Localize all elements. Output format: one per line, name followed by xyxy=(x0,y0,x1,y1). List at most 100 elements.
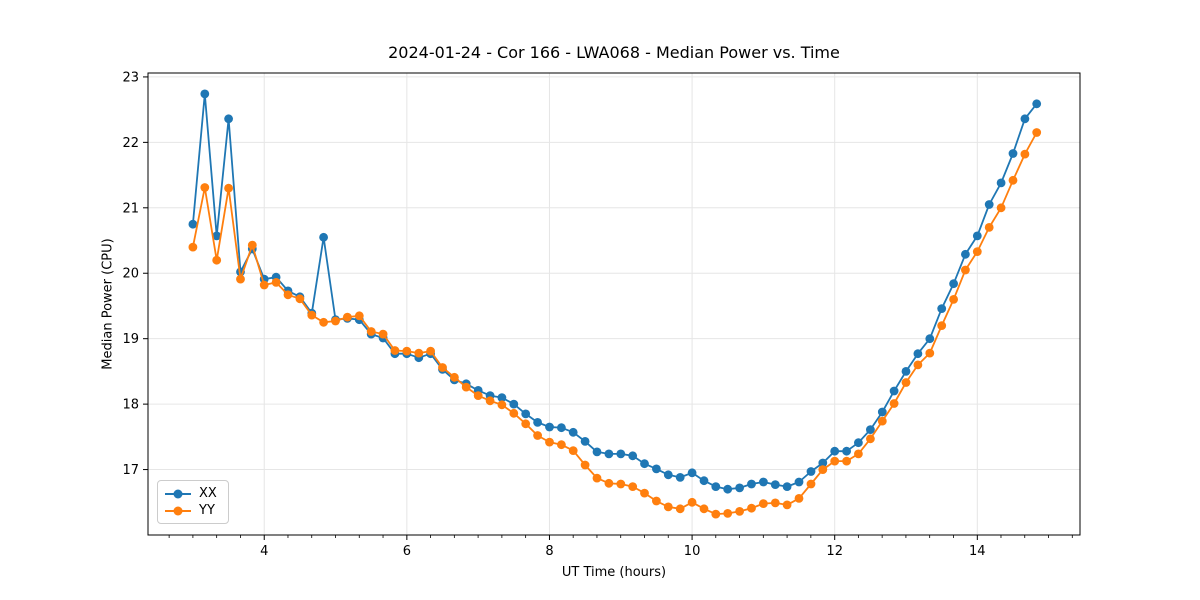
x-tick-label: 10 xyxy=(684,544,701,559)
data-point-xx xyxy=(557,423,566,433)
data-point-xx xyxy=(1032,99,1042,109)
legend-item-xx: XX xyxy=(165,485,220,502)
data-point-yy xyxy=(984,223,994,232)
x-tick-label: 8 xyxy=(545,544,553,559)
y-tick-label: 19 xyxy=(122,332,139,347)
x-tick-label: 14 xyxy=(969,544,986,559)
data-point-yy xyxy=(319,317,328,327)
data-point-yy xyxy=(1008,175,1018,185)
data-point-yy xyxy=(497,400,507,410)
data-point-yy xyxy=(604,478,614,488)
data-point-xx xyxy=(545,422,554,432)
data-point-xx xyxy=(699,476,709,486)
legend-line-sample-yy xyxy=(165,506,191,515)
data-point-xx xyxy=(319,232,328,242)
data-point-yy xyxy=(438,363,447,372)
legend-marker-icon xyxy=(173,489,183,498)
data-point-yy xyxy=(331,316,340,326)
data-point-yy xyxy=(414,348,424,358)
y-tick-label: 18 xyxy=(122,398,139,413)
data-point-yy xyxy=(343,312,352,322)
data-point-yy xyxy=(247,240,257,250)
data-point-xx xyxy=(901,367,911,376)
x-tick-label: 12 xyxy=(826,544,843,559)
data-point-xx xyxy=(687,468,697,478)
data-point-xx xyxy=(723,484,733,494)
data-point-yy xyxy=(485,396,495,406)
data-point-yy xyxy=(628,482,638,491)
data-point-yy xyxy=(283,290,293,300)
data-point-xx xyxy=(913,349,923,359)
data-point-yy xyxy=(782,500,792,510)
data-point-yy xyxy=(961,265,970,275)
data-point-xx xyxy=(996,178,1006,188)
data-point-xx xyxy=(628,451,638,461)
x-tick-label: 6 xyxy=(403,544,411,559)
data-point-yy xyxy=(236,274,245,284)
data-point-xx xyxy=(200,89,210,99)
data-point-xx xyxy=(568,427,578,437)
x-tick-label: 4 xyxy=(260,544,268,559)
data-point-yy xyxy=(402,346,412,356)
data-point-yy xyxy=(901,378,911,387)
data-point-yy xyxy=(224,183,234,193)
data-point-xx xyxy=(854,438,863,448)
data-point-yy xyxy=(450,372,459,382)
data-point-yy xyxy=(390,346,400,355)
data-point-yy xyxy=(307,310,317,320)
y-tick-label: 21 xyxy=(122,201,139,216)
data-point-yy xyxy=(616,479,626,489)
data-point-xx xyxy=(580,437,590,446)
data-point-yy xyxy=(972,247,982,256)
data-point-yy xyxy=(295,294,305,304)
data-point-yy xyxy=(271,278,281,287)
data-point-yy xyxy=(877,416,887,426)
data-point-yy xyxy=(925,348,935,358)
data-point-xx xyxy=(972,231,982,241)
data-point-yy xyxy=(996,203,1006,213)
data-point-xx xyxy=(759,477,768,487)
legend-item-yy: YY xyxy=(165,502,220,519)
data-point-yy xyxy=(818,465,828,474)
data-point-yy xyxy=(723,509,733,518)
data-point-yy xyxy=(830,456,840,466)
data-point-yy xyxy=(473,391,483,400)
data-point-xx xyxy=(711,482,721,491)
data-point-yy xyxy=(652,496,661,506)
legend-marker-icon xyxy=(173,506,183,515)
data-point-xx xyxy=(830,446,840,456)
data-point-yy xyxy=(663,502,673,512)
data-point-xx xyxy=(640,459,649,469)
axes-spines xyxy=(147,72,1081,536)
data-point-xx xyxy=(877,407,887,417)
data-point-yy xyxy=(366,327,376,336)
data-point-yy xyxy=(580,460,590,470)
data-point-yy xyxy=(557,440,566,450)
legend: XX YY xyxy=(157,480,229,524)
data-point-xx xyxy=(663,470,673,480)
x-axis-label: UT Time (hours) xyxy=(561,565,667,580)
data-point-xx xyxy=(806,467,816,476)
data-point-xx xyxy=(735,483,744,493)
data-point-yy xyxy=(747,503,756,513)
data-point-xx xyxy=(224,114,234,124)
data-point-yy xyxy=(354,311,364,321)
data-point-xx xyxy=(1008,149,1018,158)
data-point-xx xyxy=(842,446,851,456)
data-point-xx xyxy=(794,477,804,487)
data-point-yy xyxy=(675,504,685,514)
data-point-yy xyxy=(545,437,554,447)
data-point-yy xyxy=(794,494,804,503)
data-point-yy xyxy=(806,479,816,489)
data-point-xx xyxy=(889,386,899,396)
data-point-xx xyxy=(770,480,780,489)
data-point-yy xyxy=(949,295,958,304)
data-point-yy xyxy=(1020,149,1030,159)
data-point-xx xyxy=(675,473,685,482)
chart-title: 2024-01-24 - Cor 166 - LWA068 - Median P… xyxy=(388,43,840,62)
data-point-yy xyxy=(592,473,602,483)
data-point-yy xyxy=(461,382,471,392)
data-point-xx xyxy=(961,249,970,259)
data-point-yy xyxy=(1032,128,1042,137)
